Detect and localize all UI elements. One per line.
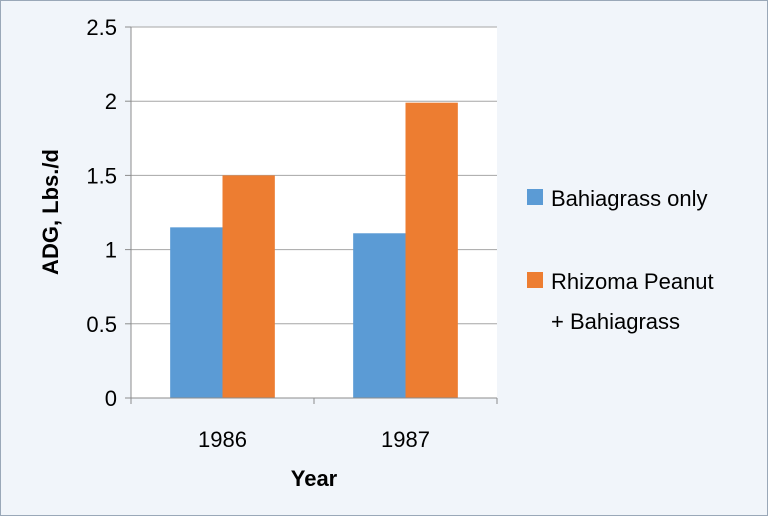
legend: Bahiagrass only Rhizoma Peanut + Bahiagras… xyxy=(527,186,714,334)
legend-swatch xyxy=(527,189,543,205)
y-tick-label: 1 xyxy=(105,238,117,263)
legend-swatch xyxy=(527,272,543,288)
legend-label: Bahiagrass only xyxy=(551,186,708,211)
y-tick-label: 2.5 xyxy=(86,15,117,40)
bar xyxy=(353,233,406,398)
y-axis-title: ADG, Lbs./d xyxy=(38,149,63,275)
y-tick-label: 2 xyxy=(105,89,117,114)
legend-entry: Bahiagrass only xyxy=(527,186,708,211)
bars xyxy=(170,102,458,399)
x-tick-label: 1987 xyxy=(381,427,430,452)
axes: 0 0.5 1 1.5 2 2.5 1986 1987 xyxy=(86,15,498,452)
bar xyxy=(170,227,223,398)
x-axis-title: Year xyxy=(291,466,338,491)
legend-entry: Rhizoma Peanut + Bahiagrass xyxy=(527,269,714,334)
x-tick-label: 1986 xyxy=(198,427,247,452)
bar xyxy=(405,102,458,399)
legend-label: Rhizoma Peanut + Bahiagrass xyxy=(551,269,714,334)
y-tick-label: 1.5 xyxy=(86,163,117,188)
y-tick-label: 0 xyxy=(105,386,117,411)
bar xyxy=(222,175,275,398)
y-tick-label: 0.5 xyxy=(86,312,117,337)
